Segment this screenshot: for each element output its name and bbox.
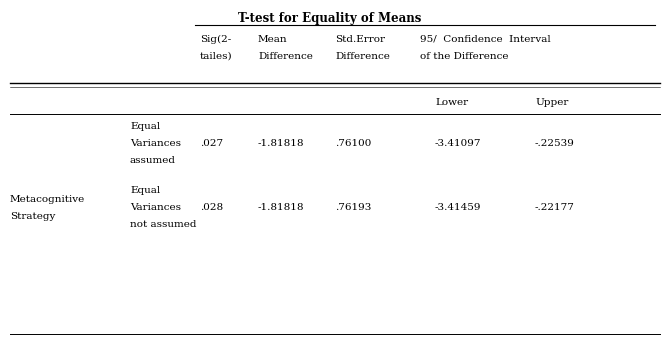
Text: .76100: .76100 bbox=[335, 139, 371, 148]
Text: Equal: Equal bbox=[130, 122, 160, 131]
Text: not assumed: not assumed bbox=[130, 220, 196, 229]
Text: Variances: Variances bbox=[130, 203, 181, 212]
Text: .76193: .76193 bbox=[335, 203, 371, 212]
Text: -.22539: -.22539 bbox=[535, 139, 575, 148]
Text: Difference: Difference bbox=[258, 52, 313, 61]
Text: 95/  Confidence  Interval: 95/ Confidence Interval bbox=[420, 35, 551, 44]
Text: -3.41459: -3.41459 bbox=[435, 203, 482, 212]
Text: of the Difference: of the Difference bbox=[420, 52, 509, 61]
Text: -1.81818: -1.81818 bbox=[258, 139, 304, 148]
Text: Variances: Variances bbox=[130, 139, 181, 148]
Text: Strategy: Strategy bbox=[10, 212, 56, 221]
Text: Mean: Mean bbox=[258, 35, 287, 44]
Text: Sig(2-: Sig(2- bbox=[200, 35, 231, 44]
Text: -.22177: -.22177 bbox=[535, 203, 575, 212]
Text: Upper: Upper bbox=[535, 98, 568, 107]
Text: assumed: assumed bbox=[130, 156, 176, 165]
Text: tailes): tailes) bbox=[200, 52, 232, 61]
Text: -1.81818: -1.81818 bbox=[258, 203, 304, 212]
Text: Lower: Lower bbox=[435, 98, 468, 107]
Text: .028: .028 bbox=[200, 203, 223, 212]
Text: .027: .027 bbox=[200, 139, 223, 148]
Text: Difference: Difference bbox=[335, 52, 390, 61]
Text: -3.41097: -3.41097 bbox=[435, 139, 482, 148]
Text: Metacognitive: Metacognitive bbox=[10, 195, 85, 204]
Text: Std.Error: Std.Error bbox=[335, 35, 385, 44]
Text: Equal: Equal bbox=[130, 186, 160, 195]
Text: T-test for Equality of Means: T-test for Equality of Means bbox=[239, 12, 421, 25]
